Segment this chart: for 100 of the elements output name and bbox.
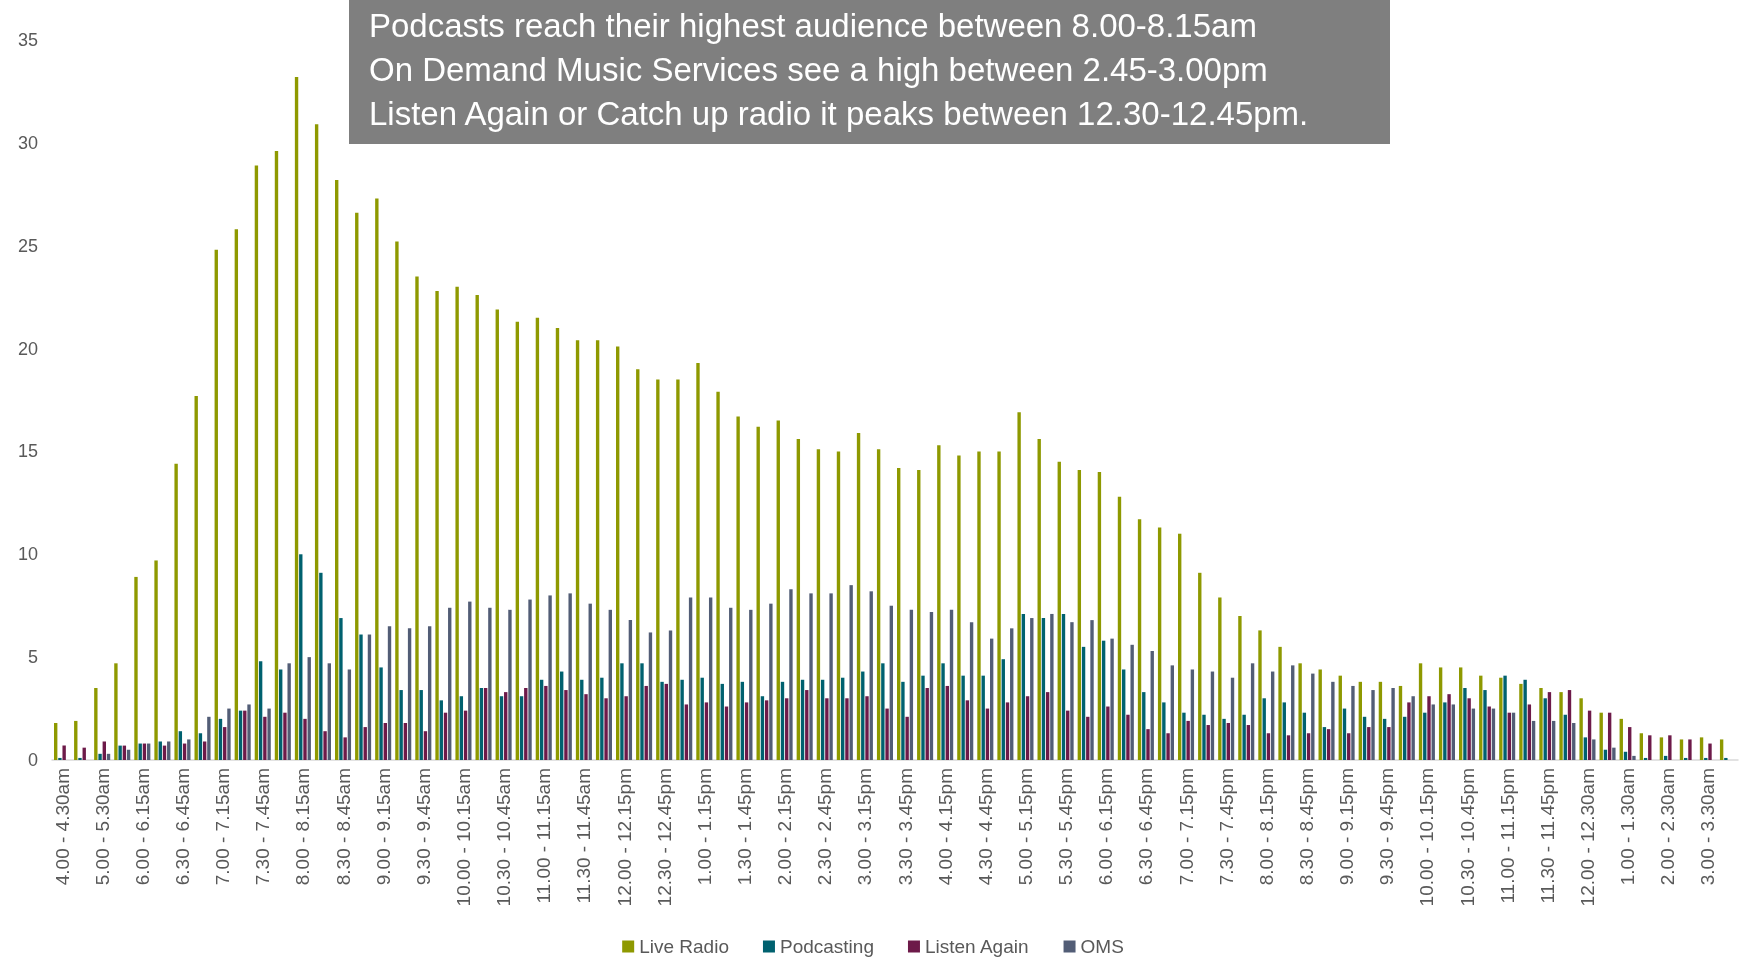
bar: [977, 451, 981, 760]
bar: [1387, 727, 1391, 760]
bar: [937, 445, 941, 760]
x-tick-label: 7.00 - 7.15pm: [1175, 768, 1197, 886]
x-tick-label: 8.30 - 8.45pm: [1295, 768, 1317, 886]
bar: [1110, 638, 1114, 760]
bar: [1070, 622, 1074, 760]
bar: [1523, 679, 1527, 760]
bar: [174, 463, 178, 760]
x-tick-label: 10.30 - 10.45pm: [1456, 768, 1478, 907]
bar: [1668, 735, 1672, 760]
bar: [1258, 630, 1262, 760]
bar: [267, 708, 271, 760]
x-tick-label: 3.00 - 3.15pm: [854, 768, 876, 886]
bar: [1371, 690, 1375, 760]
x-tick-label: 9.30 - 9.45am: [412, 768, 434, 886]
x-tick-label: 8.30 - 8.45am: [332, 768, 354, 886]
bar: [1699, 737, 1704, 760]
bar: [1202, 714, 1206, 760]
bar: [957, 455, 961, 760]
note-box: Podcasts reach their highest audience between 8.00-8.15am On Demand Music Services see a high between 2.45-3.00pm Listen Again or Catch up radio it peaks between 12.30-12.45pm.: [349, 0, 1390, 144]
bar: [1447, 694, 1451, 760]
bar: [680, 679, 684, 760]
bar: [435, 290, 439, 760]
x-tick-label: 5.00 - 5.15pm: [1014, 768, 1036, 886]
legend-label: Listen Again: [924, 936, 1029, 957]
bar: [568, 593, 572, 760]
bar: [202, 741, 207, 760]
bar: [1407, 702, 1411, 760]
bar: [1298, 663, 1302, 760]
y-tick-label: 35: [17, 30, 38, 50]
x-tick-label: 12.00 - 12.30am: [1576, 768, 1598, 907]
bar: [1238, 616, 1242, 760]
bar: [1499, 677, 1503, 760]
bar: [1166, 733, 1170, 760]
bar: [287, 663, 291, 760]
bar: [548, 595, 552, 760]
bar: [1162, 702, 1166, 760]
x-tick-label: 3.30 - 3.45pm: [894, 768, 916, 886]
bar: [676, 379, 680, 760]
bar: [604, 698, 608, 760]
bar: [624, 696, 628, 760]
bar: [1331, 681, 1335, 760]
bar: [865, 696, 869, 760]
x-tick-label: 4.00 - 4.30am: [51, 768, 73, 886]
x-tick-label: 8.00 - 8.15am: [292, 768, 314, 886]
bar: [1639, 733, 1644, 760]
bar: [564, 690, 568, 760]
bar: [1583, 737, 1588, 760]
bar: [736, 416, 740, 760]
x-tick-label: 5.00 - 5.30am: [91, 768, 113, 886]
x-tick-label: 1.00 - 1.30am: [1617, 768, 1639, 886]
bar: [849, 585, 853, 760]
annotation: Podcasts reach their highest audience between 8.00-8.15am: [369, 6, 1258, 46]
bar: [263, 716, 267, 760]
bar: [1050, 613, 1054, 760]
x-tick-label: 11.00 - 11.15am: [533, 768, 555, 904]
bar: [696, 362, 700, 760]
bar: [98, 753, 102, 760]
x-tick-label: 1.30 - 1.45pm: [733, 768, 755, 886]
bar: [660, 681, 664, 760]
bar: [1182, 712, 1186, 760]
bar: [544, 685, 548, 760]
bar: [1708, 743, 1712, 760]
bar: [1106, 706, 1110, 760]
x-tick-label: 3.00 - 3.30am: [1697, 768, 1719, 886]
x-tick-label: 2.30 - 2.45pm: [814, 768, 836, 886]
legend-label: Podcasting: [779, 936, 874, 957]
bar: [339, 618, 343, 760]
bar: [1467, 698, 1471, 760]
bar: [1659, 737, 1664, 760]
bar: [1539, 688, 1543, 760]
bar: [178, 731, 183, 760]
bar: [1648, 735, 1652, 760]
bar: [158, 741, 162, 760]
bar: [1724, 757, 1728, 760]
bar: [584, 694, 588, 760]
bar: [901, 681, 905, 760]
x-tick-label: 12.30 - 12.45pm: [653, 768, 675, 907]
bar: [78, 757, 82, 760]
bar: [1130, 644, 1134, 760]
y-tick-label: 0: [27, 750, 38, 770]
x-tick-label: 7.30 - 7.45am: [252, 768, 274, 886]
bar: [114, 663, 118, 760]
bar: [1427, 696, 1431, 760]
bar: [375, 198, 379, 760]
bar: [1090, 620, 1094, 760]
x-tick-label: 9.00 - 9.15pm: [1336, 768, 1358, 886]
x-tick-label: 10.00 - 10.15pm: [1416, 768, 1438, 907]
bar: [1351, 685, 1355, 760]
bar: [769, 603, 773, 760]
bar: [423, 731, 428, 760]
bar: [1688, 739, 1692, 760]
x-tick-label: 2.00 - 2.15pm: [774, 768, 796, 886]
bar: [1242, 714, 1246, 760]
x-tick-label: 2.00 - 2.30am: [1657, 768, 1679, 886]
bar: [825, 698, 829, 760]
bar: [1222, 718, 1226, 760]
bar: [1218, 597, 1222, 760]
bar: [640, 663, 644, 760]
